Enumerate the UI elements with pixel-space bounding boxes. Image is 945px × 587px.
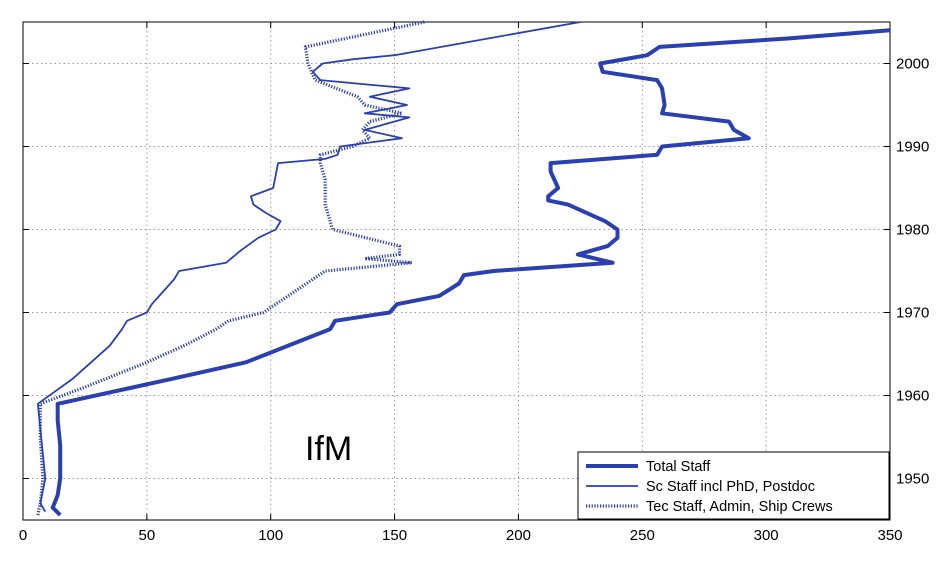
x-tick-label: 350: [877, 527, 902, 544]
x-tick-label: 0: [19, 527, 27, 544]
y-tick-label: 1980: [896, 222, 929, 239]
y-tick-label: 1970: [896, 305, 929, 322]
x-tick-label: 250: [630, 527, 655, 544]
x-tick-label: 150: [382, 527, 407, 544]
axis-ticks: 0 50 100 150 200 250 300 350 1950 1960 1970 1980 199…: [19, 22, 929, 544]
chart-annotation: IfM: [305, 430, 352, 468]
plot-frame: [22, 21, 891, 521]
x-tick-label: 100: [258, 527, 283, 544]
y-tick-label: 1990: [896, 139, 929, 156]
series-line-2: [37, 21, 581, 513]
series-line-1: [50, 28, 891, 517]
y-tick-label: 1950: [896, 471, 929, 488]
y-tick-label: 2000: [896, 56, 929, 73]
x-tick-label: 200: [506, 527, 531, 544]
y-tick-label: 1960: [896, 388, 929, 405]
x-tick-label: 300: [754, 527, 779, 544]
legend: Total Staff Sc Staff incl PhD, Postdoc Tec…: [577, 451, 890, 520]
series-lines: [36, 20, 891, 517]
legend-label-1: Total Staff: [646, 459, 711, 475]
legend-label-2: Sc Staff incl PhD, Postdoc: [646, 479, 815, 495]
legend-label-3: Tec Staff, Admin, Ship Crews: [646, 499, 833, 515]
x-tick-label: 50: [139, 527, 156, 544]
